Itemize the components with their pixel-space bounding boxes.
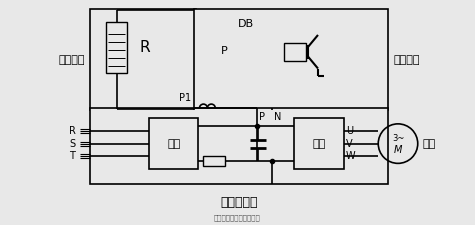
Bar [105,22,127,74]
Text: M: M [394,144,402,155]
Text: W: W [346,151,355,162]
Bar [90,108,388,184]
Bar [193,9,388,110]
Bar [285,43,306,61]
Text: V: V [346,139,352,148]
Text: 3~: 3~ [392,134,404,143]
Bar [294,118,344,169]
Text: 制动电阻: 制动电阻 [58,55,85,65]
Text: P: P [221,46,228,56]
Text: R: R [140,40,151,55]
Text: 变频器为何使用制动电阻: 变频器为何使用制动电阻 [214,214,260,221]
Text: 通用变频器: 通用变频器 [220,196,258,209]
Text: DB: DB [238,19,254,29]
Text: 电机: 电机 [423,139,436,148]
Text: S: S [69,139,75,148]
Text: N: N [274,112,281,122]
Bar [203,156,225,166]
Text: R: R [68,126,76,136]
Text: U: U [346,126,353,136]
Text: P: P [259,112,265,122]
Text: 逆变: 逆变 [313,139,325,148]
Bar [149,118,199,169]
Text: 制动单元: 制动单元 [393,55,419,65]
Text: T: T [69,151,75,162]
Text: P1: P1 [180,93,191,103]
Text: 整流: 整流 [167,139,180,148]
Bar [90,9,196,110]
